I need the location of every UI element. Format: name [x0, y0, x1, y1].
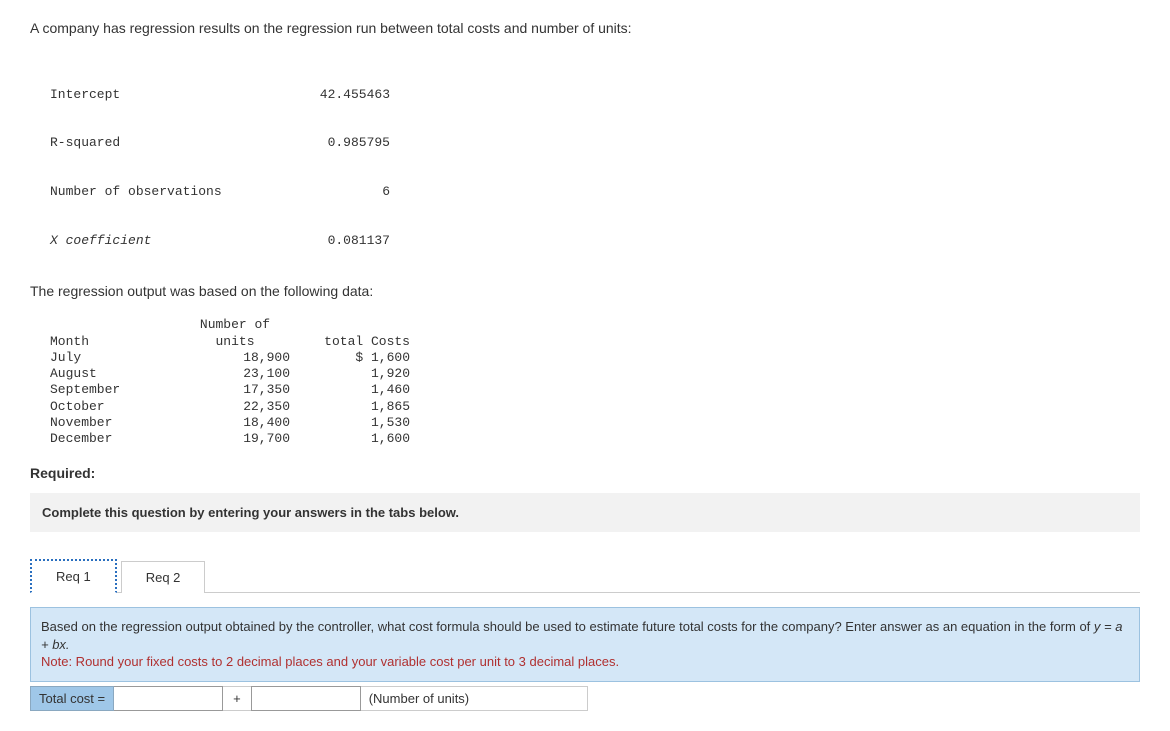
cell-costs: $ 1,600	[290, 350, 410, 366]
plus-symbol: +	[223, 686, 251, 711]
cell-costs: 1,460	[290, 382, 410, 398]
stat-row: Intercept 42.455463	[50, 87, 1140, 103]
total-cost-label: Total cost =	[30, 686, 114, 711]
tab-req1[interactable]: Req 1	[30, 559, 117, 593]
cell-month: November	[50, 415, 180, 431]
header-month: Month	[50, 334, 180, 350]
cell-units: 19,700	[180, 431, 290, 447]
stat-label: Number of observations	[50, 184, 280, 200]
question-box: Based on the regression output obtained …	[30, 607, 1140, 682]
tab-req2[interactable]: Req 2	[121, 561, 206, 593]
cell-units: 18,400	[180, 415, 290, 431]
cell-costs: 1,865	[290, 399, 410, 415]
stat-label: Intercept	[50, 87, 280, 103]
instruction-bar: Complete this question by entering your …	[30, 493, 1140, 532]
header-units-top: Number of	[180, 317, 290, 333]
table-header-top: Number of	[50, 317, 1140, 333]
header-costs: total Costs	[290, 334, 410, 350]
cell-month: December	[50, 431, 180, 447]
table-row: October22,3501,865	[50, 399, 1140, 415]
cell-month: October	[50, 399, 180, 415]
stat-value: 6	[280, 184, 390, 200]
table-row: July18,900$ 1,600	[50, 350, 1140, 366]
question-text: Based on the regression output obtained …	[41, 619, 1094, 634]
tabs-container: Req 1 Req 2	[30, 558, 1140, 593]
table-row: December19,7001,600	[50, 431, 1140, 447]
cell-month: August	[50, 366, 180, 382]
cell-month: July	[50, 350, 180, 366]
answer-row: Total cost = + (Number of units)	[30, 686, 1140, 711]
regression-stats-block: Intercept 42.455463 R-squared 0.985795 N…	[50, 54, 1140, 265]
cell-costs: 1,920	[290, 366, 410, 382]
cell-costs: 1,530	[290, 415, 410, 431]
intro-text: A company has regression results on the …	[30, 20, 1140, 36]
cell-costs: 1,600	[290, 431, 410, 447]
variable-cost-input[interactable]	[251, 686, 361, 711]
cell-month: September	[50, 382, 180, 398]
subtext: The regression output was based on the f…	[30, 283, 1140, 299]
required-label: Required:	[30, 465, 1140, 481]
stat-value: 0.985795	[280, 135, 390, 151]
header-units: units	[180, 334, 290, 350]
fixed-cost-input[interactable]	[114, 686, 223, 711]
cell-units: 17,350	[180, 382, 290, 398]
cell-units: 18,900	[180, 350, 290, 366]
question-note: Note: Round your fixed costs to 2 decima…	[41, 654, 619, 669]
stat-row: X coefficient 0.081137	[50, 233, 1140, 249]
table-header: Month units total Costs	[50, 334, 1140, 350]
table-row: August23,1001,920	[50, 366, 1140, 382]
stat-value: 0.081137	[280, 233, 390, 249]
table-row: September17,3501,460	[50, 382, 1140, 398]
table-row: November18,4001,530	[50, 415, 1140, 431]
stat-row: R-squared 0.985795	[50, 135, 1140, 151]
stat-label: R-squared	[50, 135, 280, 151]
stat-value: 42.455463	[280, 87, 390, 103]
cell-units: 22,350	[180, 399, 290, 415]
stat-row: Number of observations 6	[50, 184, 1140, 200]
units-label: (Number of units)	[361, 686, 588, 711]
data-table: Number of Month units total Costs July18…	[50, 317, 1140, 447]
cell-units: 23,100	[180, 366, 290, 382]
stat-label-italic: X coefficient	[50, 233, 280, 249]
